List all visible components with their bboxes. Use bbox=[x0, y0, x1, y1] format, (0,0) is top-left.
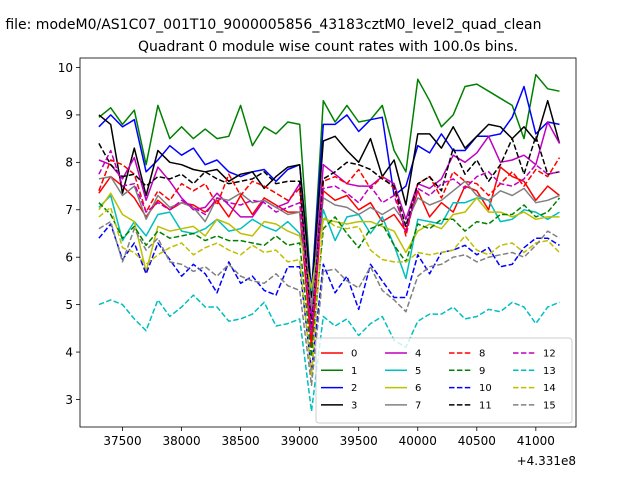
figure-suptitle: n file: modeM0/AS1C07_001T10_9000005856_… bbox=[0, 17, 541, 33]
x-tick-label: 38500 bbox=[222, 434, 260, 448]
legend-label-6: 6 bbox=[415, 383, 421, 394]
series-line-2 bbox=[98, 85, 560, 292]
series-line-11 bbox=[98, 135, 560, 330]
legend-label-5: 5 bbox=[415, 366, 421, 377]
series-line-10 bbox=[98, 223, 560, 372]
series-line-6 bbox=[98, 192, 560, 289]
plot-lines bbox=[98, 73, 561, 413]
series-line-12 bbox=[98, 149, 560, 334]
y-tick-label: 3 bbox=[65, 393, 73, 407]
y-tick-label: 7 bbox=[65, 203, 73, 217]
y-tick-label: 5 bbox=[65, 298, 73, 312]
series-line-9 bbox=[98, 197, 561, 358]
x-tick-label: 39500 bbox=[340, 434, 378, 448]
x-tick-label: 39000 bbox=[281, 434, 319, 448]
legend-label-15: 15 bbox=[543, 400, 556, 411]
series-line-8 bbox=[98, 157, 561, 344]
x-tick-label: 37500 bbox=[103, 434, 141, 448]
x-tick-label: 38000 bbox=[162, 434, 200, 448]
x-axis: 37500 38000 38500 39000 39500 40000 40500 41000 bbox=[103, 427, 555, 448]
legend-label-1: 1 bbox=[351, 366, 357, 377]
legend-label-13: 13 bbox=[543, 366, 556, 377]
legend-label-11: 11 bbox=[479, 400, 492, 411]
series-line-3 bbox=[98, 99, 561, 299]
legend-label-9: 9 bbox=[479, 366, 485, 377]
series-line-13 bbox=[98, 294, 560, 413]
y-tick-label: 9 bbox=[65, 108, 73, 122]
x-tick-label: 40000 bbox=[399, 434, 437, 448]
x-offset-label: +4.331e8 bbox=[517, 454, 576, 468]
x-tick-label: 41000 bbox=[517, 434, 555, 448]
series-line-14 bbox=[98, 206, 561, 377]
series-line-4 bbox=[98, 121, 561, 320]
y-tick-label: 8 bbox=[65, 156, 73, 170]
series-line-1 bbox=[98, 73, 560, 296]
legend-label-7: 7 bbox=[415, 400, 421, 411]
legend-label-4: 4 bbox=[415, 349, 421, 360]
legend-box bbox=[315, 337, 573, 424]
legend-label-2: 2 bbox=[351, 383, 357, 394]
series-line-15 bbox=[98, 220, 560, 387]
y-tick-label: 4 bbox=[65, 345, 73, 359]
x-tick-label: 40500 bbox=[458, 434, 496, 448]
legend-label-3: 3 bbox=[351, 400, 357, 411]
series-line-0 bbox=[98, 166, 560, 349]
chart-title: Quadrant 0 module wise count rates with … bbox=[138, 39, 518, 55]
y-tick-label: 10 bbox=[58, 61, 73, 75]
axes-frame bbox=[79, 57, 577, 428]
legend-label-0: 0 bbox=[351, 349, 357, 360]
y-axis: 3 4 5 6 7 8 9 10 bbox=[58, 61, 80, 407]
legend-label-12: 12 bbox=[543, 349, 556, 360]
y-tick-label: 6 bbox=[65, 251, 73, 265]
legend-label-8: 8 bbox=[479, 349, 485, 360]
series-line-5 bbox=[98, 194, 560, 292]
legend-label-10: 10 bbox=[479, 383, 492, 394]
legend-label-14: 14 bbox=[543, 383, 556, 394]
